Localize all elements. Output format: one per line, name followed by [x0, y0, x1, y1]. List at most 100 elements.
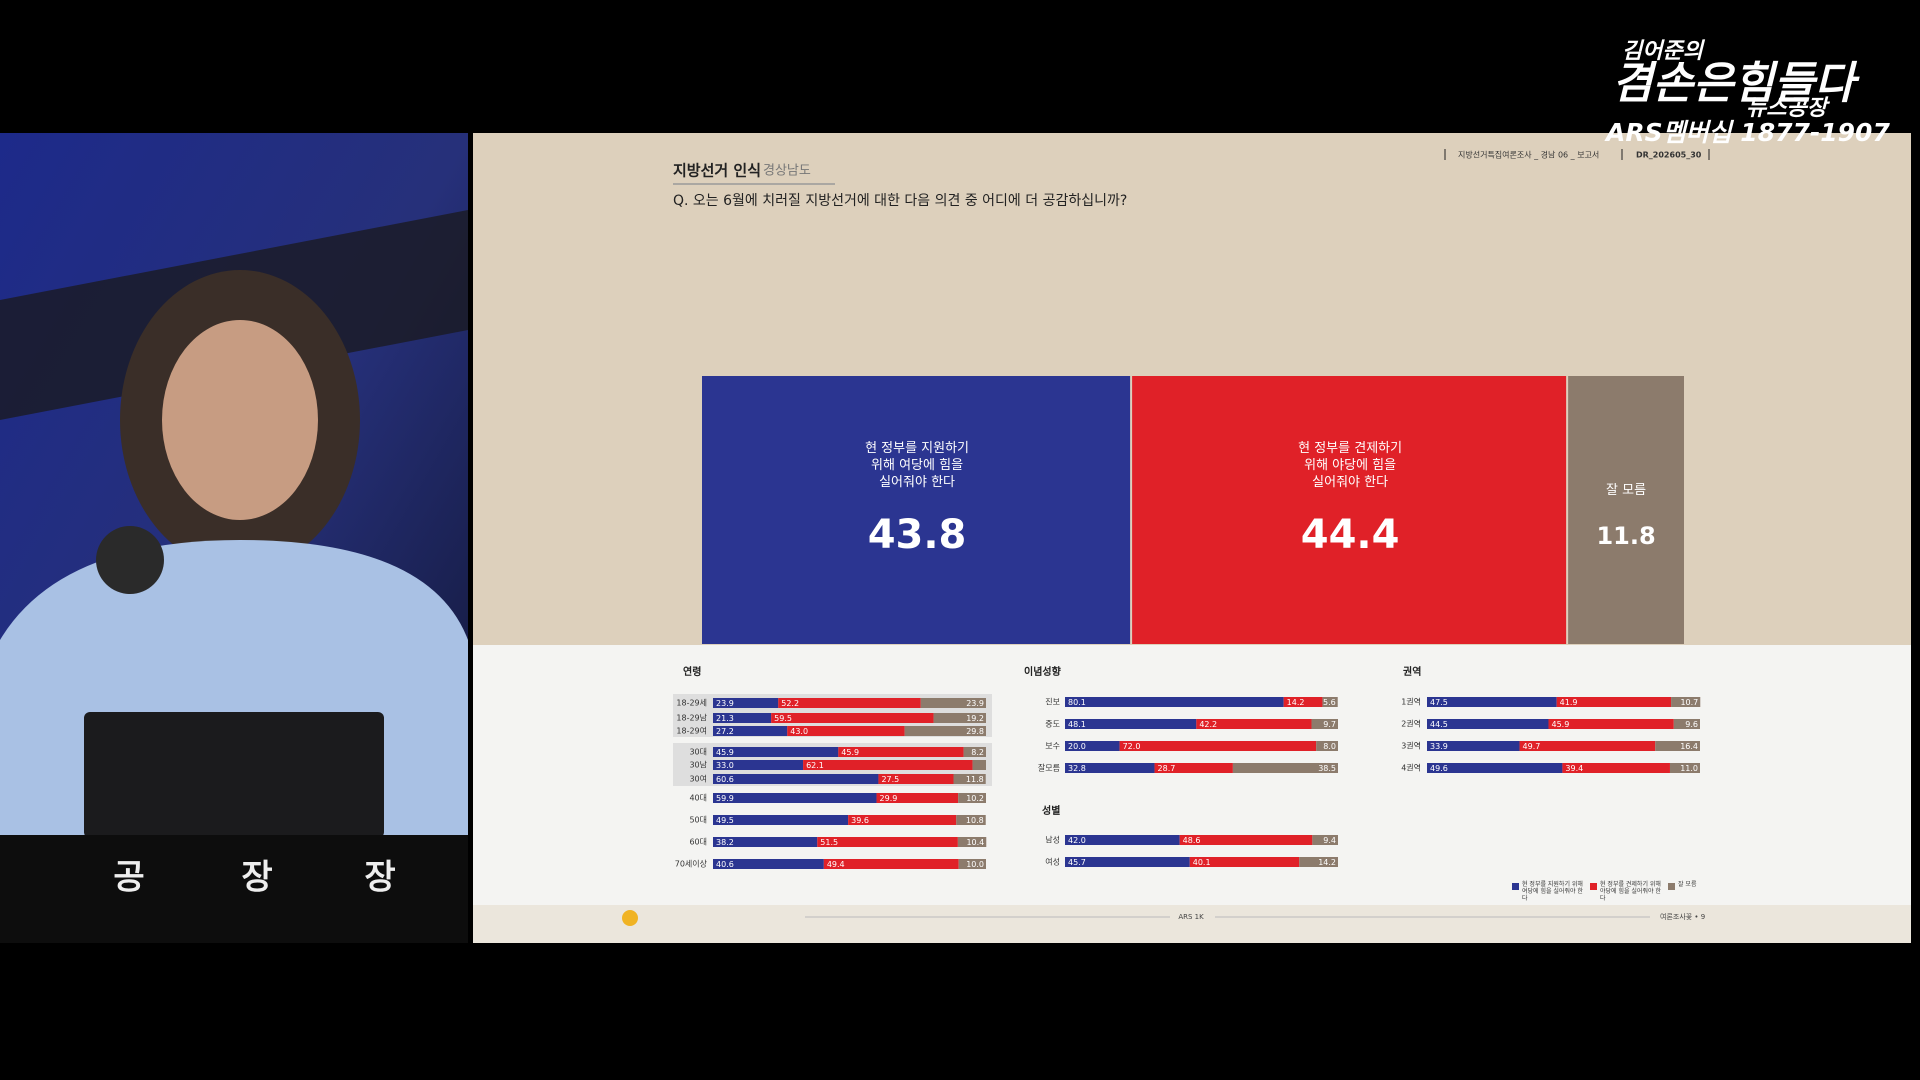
bar-segment	[1312, 835, 1338, 845]
value-label: 59.9	[716, 794, 734, 803]
report-code: DR_202605_30	[1636, 151, 1702, 160]
bar-segment	[713, 815, 849, 825]
value-label: 39.4	[1565, 764, 1583, 773]
value-label: 45.9	[1551, 720, 1569, 729]
bar-segment	[778, 698, 921, 708]
value-label: 49.4	[827, 860, 845, 869]
bar-segment	[848, 815, 957, 825]
value-label: 33.0	[716, 761, 734, 770]
logo: 김어준의 겸손은힘들다 뉴스공장 ARS멤버십 1877-1907	[1604, 39, 1890, 147]
legend-swatch	[1668, 883, 1675, 890]
bar-segment	[838, 747, 964, 757]
value-label: 10.7	[1680, 698, 1698, 707]
bar-segment	[1427, 719, 1549, 729]
bar-segment	[1065, 835, 1180, 845]
value-label: 60.6	[716, 775, 734, 784]
value-label: 16.4	[1680, 742, 1698, 751]
category-label: 진보	[1045, 697, 1060, 707]
panel-title: 권역	[1403, 665, 1421, 678]
value-label: 23.9	[716, 699, 734, 708]
value-label: 49.6	[1430, 764, 1448, 773]
value-label: 49.5	[716, 816, 734, 825]
bar-segment	[713, 760, 804, 770]
bar-segment	[1065, 741, 1120, 751]
panel-title: 연령	[683, 665, 701, 678]
bar-segment	[972, 760, 986, 770]
bar-segment	[1232, 763, 1338, 773]
value-label: 45.9	[841, 748, 859, 757]
bar-segment	[1065, 857, 1190, 867]
value-label: 14.2	[1287, 698, 1305, 707]
value-label: 48.1	[1068, 720, 1086, 729]
bar-segment	[713, 793, 877, 803]
bar-segment	[823, 859, 959, 869]
value-label: 49.7	[1523, 742, 1541, 751]
value-label: 11.0	[1680, 764, 1698, 773]
value-label: 29.8	[966, 727, 984, 736]
value-label: 42.0	[1068, 836, 1086, 845]
category-label: 70세이상	[675, 859, 708, 869]
bar-segment	[1132, 376, 1567, 644]
category-label: 남성	[1045, 836, 1060, 845]
bar-segment	[1154, 763, 1233, 773]
segment-label: 잘 모름	[1606, 483, 1647, 498]
value-label: 38.5	[1318, 764, 1336, 773]
segment-value: 44.4	[1300, 512, 1400, 558]
bar-segment	[1065, 763, 1155, 773]
legend-swatch	[1590, 883, 1597, 890]
value-label: 43.0	[790, 727, 808, 736]
bar-segment	[1299, 857, 1338, 867]
bar-segment	[713, 859, 824, 869]
logo-phone: ARS멤버십 1877-1907	[1604, 118, 1890, 147]
logo-sub: 뉴스공장	[1746, 96, 1831, 121]
value-label: 59.5	[774, 714, 792, 723]
desk-sign: 장	[241, 858, 272, 898]
bar-segment	[713, 726, 788, 736]
value-label: 44.5	[1430, 720, 1448, 729]
report-name: 지방선거특집여론조사 _ 경남 06 _ 보고서	[1458, 150, 1599, 160]
bar-segment	[702, 376, 1131, 644]
bar-segment	[1427, 697, 1557, 707]
value-label: 32.8	[1068, 764, 1086, 773]
bar-segment	[958, 859, 986, 869]
bar-segment	[713, 774, 879, 784]
segment-label: 현 정부를 지원하기 위해 여당에 힘을 실어줘야 한다	[865, 441, 970, 490]
bar-segment	[1556, 697, 1672, 707]
value-label: 8.2	[971, 748, 984, 757]
value-label: 10.4	[966, 838, 984, 847]
bar-segment	[878, 774, 954, 784]
value-label: 23.9	[966, 699, 984, 708]
section-title: 지방선거 인식	[673, 162, 761, 180]
bar-segment	[713, 698, 779, 708]
bar-segment	[1119, 741, 1317, 751]
logo-small: 김어준의	[1622, 39, 1706, 64]
bar-segment	[1196, 719, 1312, 729]
value-label: 10.8	[966, 816, 984, 825]
value-label: 9.6	[1685, 720, 1698, 729]
bar-segment	[958, 793, 986, 803]
bar-segment	[963, 747, 986, 757]
category-label: 2권역	[1401, 719, 1421, 729]
category-label: 보수	[1045, 742, 1060, 751]
value-label: 33.9	[1430, 742, 1448, 751]
bar-segment	[1568, 376, 1684, 644]
value-label: 45.7	[1068, 858, 1086, 867]
value-label: 72.0	[1123, 742, 1141, 751]
bar-segment	[771, 713, 934, 723]
value-label: 10.2	[966, 794, 984, 803]
value-label: 21.3	[716, 714, 734, 723]
bar-segment	[956, 815, 986, 825]
logo-main: 겸손은힘들다	[1612, 58, 1860, 109]
desk-sign: 장	[364, 858, 395, 898]
category-label: 30여	[689, 774, 707, 784]
value-label: 45.9	[716, 748, 734, 757]
value-label: 10.0	[966, 860, 984, 869]
legend-label: 잘 모름	[1678, 881, 1697, 888]
bar-segment	[787, 726, 905, 736]
value-label: 20.0	[1068, 742, 1086, 751]
value-label: 5.6	[1323, 698, 1336, 707]
value-label: 42.2	[1199, 720, 1217, 729]
bar-segment	[1322, 697, 1338, 707]
